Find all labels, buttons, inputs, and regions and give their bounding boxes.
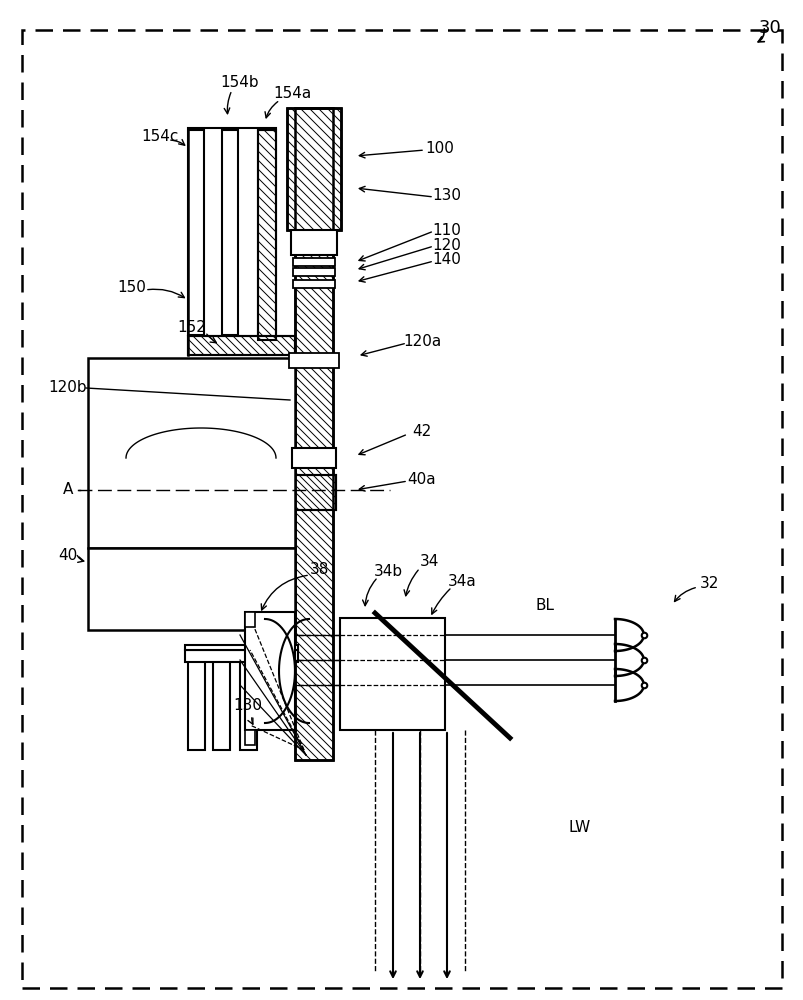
Text: 154c: 154c xyxy=(141,129,178,144)
Text: 130: 130 xyxy=(432,188,461,203)
Text: 154b: 154b xyxy=(220,75,259,90)
Text: 110: 110 xyxy=(432,223,461,238)
Bar xyxy=(291,230,336,255)
Bar xyxy=(188,650,205,750)
Text: 40a: 40a xyxy=(407,473,436,488)
Bar xyxy=(292,280,335,288)
Text: 34a: 34a xyxy=(447,574,476,589)
Text: 32: 32 xyxy=(699,576,719,590)
Bar xyxy=(222,130,238,335)
Bar xyxy=(287,108,340,230)
Text: 42: 42 xyxy=(412,424,431,440)
Text: 140: 140 xyxy=(432,252,461,267)
Text: BL: BL xyxy=(535,597,554,612)
Bar xyxy=(185,650,298,662)
Bar xyxy=(291,475,336,510)
Bar xyxy=(292,268,335,276)
Bar xyxy=(288,353,339,368)
Text: 30: 30 xyxy=(758,19,781,37)
Bar xyxy=(213,650,230,750)
Text: 100: 100 xyxy=(425,141,454,156)
Text: LW: LW xyxy=(569,820,590,835)
Bar xyxy=(292,258,335,266)
Bar xyxy=(258,130,275,340)
Text: 120: 120 xyxy=(432,237,461,252)
Text: 120b: 120b xyxy=(49,380,88,395)
Bar xyxy=(291,475,336,510)
Bar xyxy=(295,108,332,760)
Bar xyxy=(188,336,295,355)
Text: 152: 152 xyxy=(177,320,206,336)
Bar xyxy=(291,448,336,468)
Bar xyxy=(88,358,295,548)
Text: 150: 150 xyxy=(117,280,146,296)
Bar xyxy=(188,336,295,355)
Bar xyxy=(188,130,204,335)
Text: A: A xyxy=(63,483,73,497)
Bar xyxy=(88,548,295,630)
Bar xyxy=(287,108,340,230)
Bar xyxy=(245,612,255,627)
Text: 38: 38 xyxy=(310,562,329,578)
Text: 34b: 34b xyxy=(373,564,402,580)
Bar xyxy=(245,612,295,730)
Text: 130: 130 xyxy=(233,698,262,712)
Bar xyxy=(245,730,255,745)
Bar xyxy=(295,108,332,760)
Text: 34: 34 xyxy=(420,554,439,570)
Bar xyxy=(258,130,275,340)
Text: 40: 40 xyxy=(59,548,78,562)
Bar xyxy=(340,618,444,730)
Text: 120a: 120a xyxy=(402,334,441,350)
Text: 154a: 154a xyxy=(272,86,311,101)
Bar xyxy=(240,650,257,750)
Bar xyxy=(185,645,298,650)
